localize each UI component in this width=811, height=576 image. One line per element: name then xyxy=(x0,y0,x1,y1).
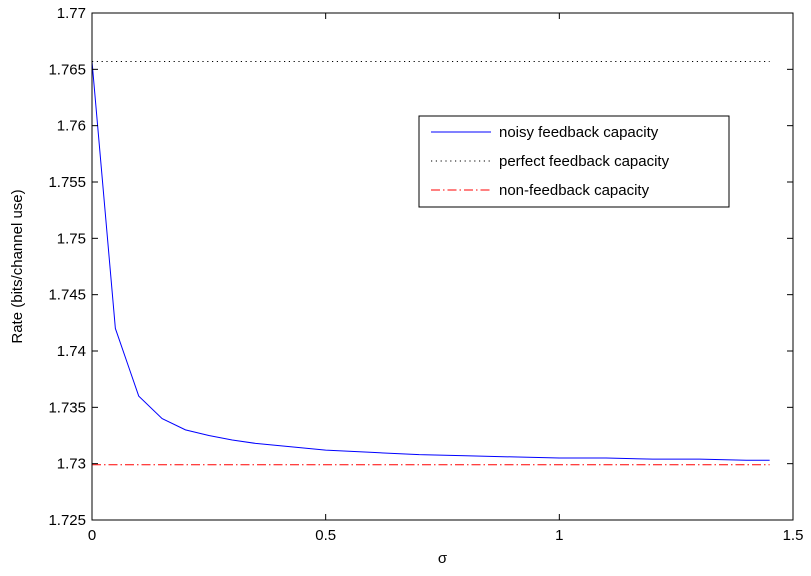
x-tick-label: 1.5 xyxy=(783,527,804,544)
y-tick-label: 1.75 xyxy=(57,230,86,247)
plot-area xyxy=(92,13,793,520)
y-tick-label: 1.735 xyxy=(48,399,86,416)
plot-frame xyxy=(91,12,794,521)
y-tick-label: 1.755 xyxy=(48,174,86,191)
series-layer xyxy=(91,60,770,466)
y-tick-label: 1.74 xyxy=(57,343,86,360)
legend-label-2: perfect feedback capacity xyxy=(499,153,670,170)
x-tick-label: 1 xyxy=(555,527,563,544)
x-tick-label: 0.5 xyxy=(315,527,336,544)
x-tick-label: 0 xyxy=(88,527,96,544)
y-tick-label: 1.765 xyxy=(48,61,86,78)
y-tick-label: 1.73 xyxy=(57,456,86,473)
y-axis-title: Rate (bits/channel use) xyxy=(9,189,26,343)
y-tick-label: 1.77 xyxy=(57,5,86,22)
y-tick-label: 1.76 xyxy=(57,118,86,135)
x-axis-title: σ xyxy=(438,550,448,567)
series-line-1 xyxy=(91,61,770,461)
y-tick-label: 1.725 xyxy=(48,512,86,529)
y-tick-label: 1.745 xyxy=(48,287,86,304)
ticks-layer: 0 0.5 1 1.5 1.725 1.73 1.735 1.74 1.745 1.75 1.755… xyxy=(48,5,803,544)
legend: noisy feedback capacity perfect feedback … xyxy=(418,115,730,208)
legend-box xyxy=(418,115,730,208)
legend-label-1: noisy feedback capacity xyxy=(499,124,659,141)
legend-label-3: non-feedback capacity xyxy=(499,182,650,199)
